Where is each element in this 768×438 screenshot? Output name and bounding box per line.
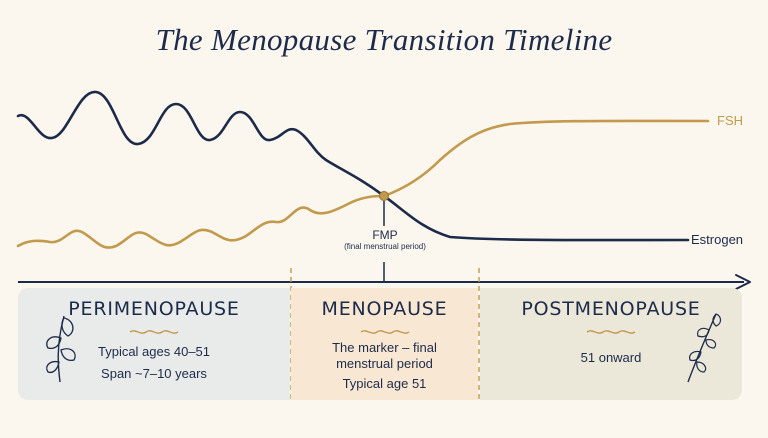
squiggle-divider	[360, 330, 409, 334]
leaf-sprig-left-icon	[46, 315, 76, 383]
estrogen-curve	[16, 90, 690, 242]
fmp-label: FMP	[372, 228, 398, 242]
phase-panel-perimenopause: PERIMENOPAUSE Typical ages 40–51 Span ~7…	[18, 288, 290, 400]
leaf-sprig-right-icon	[687, 313, 722, 383]
fsh-curve	[16, 119, 710, 249]
phase-text-perimenopause-1: Typical ages 40–51	[97, 344, 211, 359]
phase-panel-postmenopause: POSTMENOPAUSE 51 onward	[480, 288, 742, 400]
timeline-arrowhead	[735, 274, 751, 290]
phase-panel-menopause: MENOPAUSE The marker – final menstrual p…	[291, 288, 478, 400]
squiggle-divider	[586, 330, 636, 334]
estrogen-label: Estrogen	[691, 232, 744, 247]
diagram-title: The Menopause Transition Timeline	[155, 22, 613, 57]
phase-text-perimenopause-2: Span ~7–10 years	[101, 366, 207, 381]
phase-text-menopause-2: menstrual period	[336, 356, 433, 371]
fsh-label: FSH	[717, 113, 743, 128]
phase-title-menopause: MENOPAUSE	[321, 298, 448, 320]
fmp-dot	[379, 191, 389, 201]
squiggle-divider	[129, 330, 179, 334]
phase-text-menopause-3: Typical age 51	[342, 376, 427, 391]
fmp-sublabel: (final menstrual period)	[344, 242, 426, 251]
phase-title-postmenopause: POSTMENOPAUSE	[521, 298, 701, 320]
phase-text-postmenopause-1: 51 onward	[580, 350, 642, 365]
phase-text-menopause-1: The marker – final	[332, 340, 437, 355]
phase-title-perimenopause: PERIMENOPAUSE	[68, 298, 240, 320]
